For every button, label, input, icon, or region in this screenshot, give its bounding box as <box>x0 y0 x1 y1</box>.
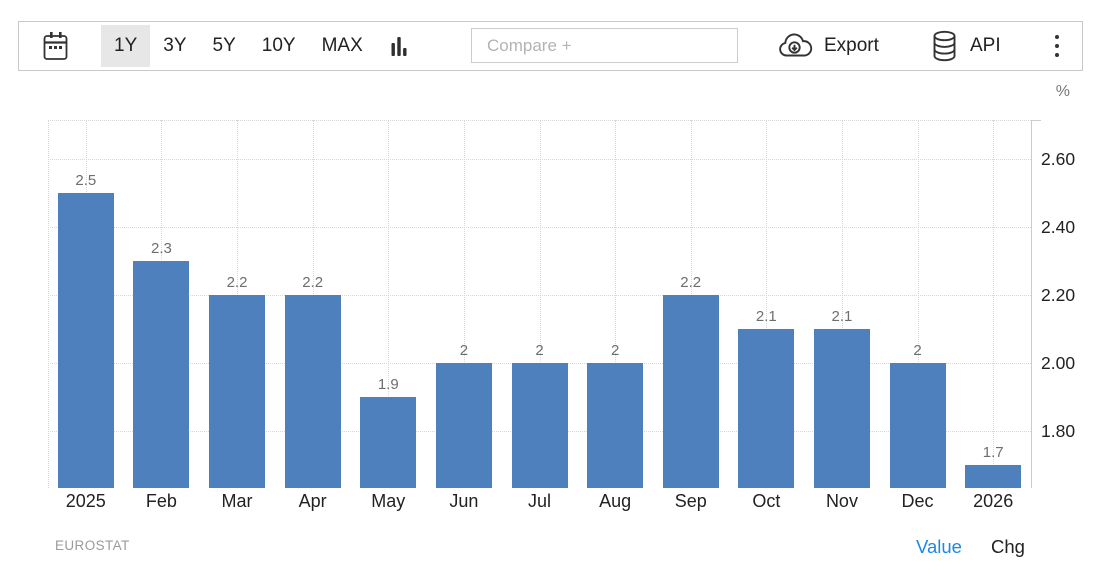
chart-type-button[interactable] <box>391 22 408 70</box>
bar[interactable] <box>738 328 795 488</box>
x-axis-label: Feb <box>145 491 177 511</box>
y-axis-unit-label: % <box>1055 83 1070 100</box>
x-axis-label: 2026 <box>973 491 1014 511</box>
y-tick-label: 2.40 <box>1041 216 1076 237</box>
bar[interactable] <box>435 362 492 488</box>
x-axis-label: Sep <box>674 491 707 511</box>
h-gridline <box>48 158 1031 160</box>
bar-value-label: 2.2 <box>680 273 702 291</box>
x-axis-label: May <box>371 491 406 511</box>
kebab-dot <box>1055 35 1059 39</box>
y-axis-line <box>1031 120 1032 488</box>
plot-top-border <box>48 120 1031 121</box>
bar-value-label: 1.9 <box>377 375 399 393</box>
range-button-max[interactable]: MAX <box>309 25 376 67</box>
x-axis-label: Jun <box>449 491 479 511</box>
bar[interactable] <box>587 362 644 488</box>
y-tick-label: 2.60 <box>1041 148 1076 169</box>
chg-toggle[interactable]: Chg <box>991 536 1025 557</box>
h-gridline <box>48 226 1031 228</box>
export-label: Export <box>824 35 879 56</box>
x-axis-label: Aug <box>599 491 632 511</box>
bar[interactable] <box>360 396 417 488</box>
bar-value-label: 2.2 <box>302 273 324 291</box>
compare-input[interactable] <box>471 28 738 63</box>
calendar-icon <box>43 30 68 62</box>
bar-value-label: 2.1 <box>831 307 853 325</box>
bar[interactable] <box>511 362 568 488</box>
x-axis-label: Jul <box>527 491 551 511</box>
kebab-dot <box>1055 53 1059 57</box>
range-selector: 1Y 3Y 5Y 10Y MAX <box>101 25 376 67</box>
plot-left-border <box>48 120 49 488</box>
source-label: EUROSTAT <box>55 538 130 553</box>
bar-value-label: 1.7 <box>982 443 1004 461</box>
bar[interactable] <box>284 294 341 488</box>
x-axis-label: Apr <box>298 491 327 511</box>
x-axis-label: Nov <box>825 491 858 511</box>
bar[interactable] <box>813 328 870 488</box>
bar-value-label: 2 <box>535 341 544 359</box>
value-toggle[interactable]: Value <box>916 536 962 557</box>
bar-chart-icon <box>391 36 408 57</box>
bar[interactable] <box>133 260 190 488</box>
v-gridline <box>993 120 995 488</box>
kebab-menu-button[interactable] <box>1045 22 1069 70</box>
range-button-5y[interactable]: 5Y <box>200 25 249 67</box>
y-tick-label: 1.80 <box>1041 420 1076 441</box>
x-axis-label: Dec <box>901 491 934 511</box>
y-tick-label: 2.00 <box>1041 352 1076 373</box>
bar-value-label: 2 <box>610 341 620 359</box>
kebab-dot <box>1055 44 1059 48</box>
bar[interactable] <box>965 464 1022 488</box>
bar[interactable] <box>889 362 946 488</box>
compare-field-wrap <box>471 28 738 63</box>
range-button-1y[interactable]: 1Y <box>101 25 151 67</box>
bar-value-label: 2.2 <box>226 273 248 291</box>
bar[interactable] <box>209 294 266 488</box>
y-tick-label: 2.20 <box>1041 284 1076 305</box>
export-button[interactable]: Export <box>776 22 879 70</box>
x-axis-label: 2025 <box>65 491 106 511</box>
bar-value-label: 2.3 <box>150 239 172 257</box>
bar-value-label: 2 <box>913 341 922 359</box>
range-button-10y[interactable]: 10Y <box>249 25 309 67</box>
x-axis-label: Mar <box>221 491 253 511</box>
x-axis-label: Oct <box>752 491 781 511</box>
api-label: API <box>970 35 1001 56</box>
h-gridline <box>48 294 1031 296</box>
bar-value-label: 2 <box>459 341 469 359</box>
cloud-download-icon <box>776 33 813 59</box>
bar[interactable] <box>57 192 114 488</box>
bar-value-label: 2.5 <box>75 171 97 189</box>
bar[interactable] <box>662 294 719 488</box>
range-button-3y[interactable]: 3Y <box>150 25 199 67</box>
calendar-button[interactable] <box>43 22 68 70</box>
y-axis-tick <box>1031 120 1041 121</box>
database-icon <box>931 30 958 62</box>
api-button[interactable]: API <box>931 22 1001 70</box>
bar-value-label: 2.1 <box>755 307 777 325</box>
